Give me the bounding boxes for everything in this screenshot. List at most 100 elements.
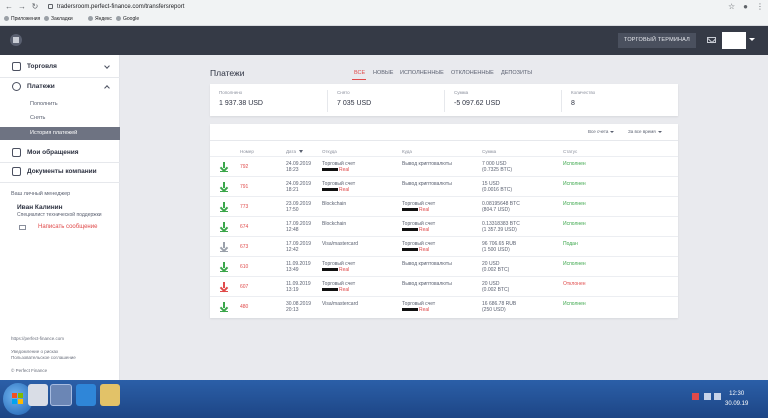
amount-converted: (0.0016 BTC)	[482, 187, 513, 193]
app-header: ТОРГОВЫЙ ТЕРМИНАЛ	[0, 26, 768, 55]
summary-label: Снято	[337, 90, 350, 95]
column-header-number[interactable]: Номер	[240, 149, 254, 154]
sidebar-item-label: Торговля	[27, 63, 57, 70]
period-filter[interactable]: За все время	[628, 129, 662, 134]
star-icon[interactable]: ☆	[727, 2, 736, 11]
forward-icon[interactable]: →	[18, 2, 26, 11]
mail-icon[interactable]	[707, 37, 716, 43]
bookmark-apps[interactable]: Приложения	[4, 16, 40, 23]
status-badge: Отклонен	[563, 281, 586, 287]
table-row[interactable]: 610 11.09.2019 13:49 Торговый счет Real Вывод…	[210, 256, 678, 276]
column-header-date[interactable]: Дата	[286, 149, 303, 154]
skype-app-icon[interactable]	[76, 384, 96, 406]
sidebar-sub-history[interactable]: История платежей	[0, 127, 120, 140]
tab-completed[interactable]: ИСПОЛНЕННЫЕ	[400, 70, 444, 76]
reload-icon[interactable]: ↻	[31, 2, 39, 11]
sidebar-item-trade[interactable]: Торговля	[0, 57, 120, 77]
sidebar-item-requests[interactable]: Мои обращения	[0, 143, 120, 163]
footer-terms-link[interactable]: Пользовательское соглашение	[11, 355, 76, 360]
amount-converted: (1 357.39 USD)	[482, 227, 517, 233]
sidebar-sub-withdraw[interactable]: Снять	[30, 115, 46, 121]
time-text: 12:48	[286, 227, 299, 233]
to-text: Вывод криптовалюты	[402, 181, 452, 187]
bookmark-zakladki[interactable]: Закладки	[44, 16, 73, 23]
back-icon[interactable]: ←	[5, 2, 13, 11]
account-type: Real	[419, 227, 430, 233]
time-text: 17:50	[286, 207, 299, 213]
payment-to: Вывод криптовалюты	[402, 181, 452, 187]
column-header-to[interactable]: Куда	[402, 149, 412, 154]
tab-rejected[interactable]: ОТКЛОНЕННЫЕ	[451, 70, 494, 76]
table-row[interactable]: 791 24.09.2019 18:21 Торговый счет Real Вывод…	[210, 176, 678, 196]
upload-icon	[220, 262, 228, 272]
table-row[interactable]: 480 30.08.2019 20:13 Visa/mastercard Торговы…	[210, 296, 678, 316]
more-icon[interactable]: ⋮	[756, 2, 764, 11]
bookmark-yandex[interactable]: Яндекс	[88, 16, 112, 23]
payment-number[interactable]: 674	[240, 224, 249, 230]
summary-deposited: Пополнено 1 937.38 USD	[210, 90, 263, 112]
address-bar[interactable]: tradersroom.perfect-finance.com/transfer…	[48, 2, 184, 12]
chrome-app-icon[interactable]	[50, 384, 72, 406]
tab-new[interactable]: НОВЫЕ	[373, 70, 394, 76]
payment-number[interactable]: 791	[240, 184, 249, 190]
table-row[interactable]: 773 23.09.2019 17:50 Blockchain Торговый сче…	[210, 196, 678, 216]
sidebar-sub-deposit[interactable]: Пополнить	[30, 101, 58, 107]
manager-name: Иван Калинин	[17, 204, 63, 211]
time-text: 12:42	[286, 247, 299, 253]
sidebar-item-payments[interactable]: Платежи	[0, 77, 120, 97]
payment-number[interactable]: 607	[240, 284, 249, 290]
masked-account	[402, 248, 418, 252]
payment-number[interactable]: 673	[240, 244, 249, 250]
tray-app-icon[interactable]	[692, 393, 699, 400]
chevron-down-icon[interactable]	[749, 38, 755, 41]
sidebar-item-label: Мои обращения	[27, 149, 79, 156]
footer-risk-link[interactable]: Уведомление о рисках	[11, 349, 59, 354]
write-message-link[interactable]: Написать сообщение	[38, 224, 98, 230]
amount-text: 20 USD	[482, 281, 500, 287]
payment-to: Торговый счет Real	[402, 221, 435, 233]
payment-number[interactable]: 773	[240, 204, 249, 210]
calendar-app-icon[interactable]	[28, 384, 48, 406]
column-header-amount[interactable]: Сумма	[482, 149, 497, 154]
summary-label: Пополнено	[219, 90, 243, 95]
payment-to: Торговый счет Real	[402, 301, 435, 313]
network-icon[interactable]	[704, 393, 711, 400]
sidebar: Торговля Платежи Пополнить Снять История…	[0, 55, 120, 380]
column-header-status[interactable]: Статус	[563, 149, 578, 154]
amount-converted: (0.002 BTC)	[482, 267, 510, 273]
amount-converted: (250 USD)	[482, 307, 506, 313]
masked-account	[322, 268, 338, 272]
accounts-filter[interactable]: Все счета	[588, 129, 615, 134]
payment-number[interactable]: 792	[240, 164, 249, 170]
sidebar-item-documents[interactable]: Документы компании	[0, 162, 120, 182]
payment-amount: 16 686.78 RUB (250 USD)	[482, 301, 516, 313]
menu-icon[interactable]	[10, 34, 22, 46]
system-clock[interactable]: 12:30 30.09.19	[725, 389, 748, 409]
profile-icon[interactable]: ●	[743, 2, 748, 11]
status-badge: Исполнен	[563, 161, 586, 167]
divider	[0, 182, 120, 183]
bookmark-label: Приложения	[11, 16, 41, 22]
user-menu[interactable]	[722, 32, 746, 49]
bookmark-google[interactable]: Google	[116, 16, 139, 23]
folder-app-icon[interactable]	[100, 384, 120, 406]
sidebar-item-label: Платежи	[27, 83, 55, 90]
from-text: Blockchain	[322, 221, 347, 227]
trading-terminal-button[interactable]: ТОРГОВЫЙ ТЕРМИНАЛ	[618, 33, 696, 48]
table-row[interactable]: 792 24.09.2019 18:23 Торговый счет Real Вывод…	[210, 156, 678, 176]
table-row[interactable]: 674 17.09.2019 12:48 Blockchain Торговый сче…	[210, 216, 678, 236]
column-header-from[interactable]: Откуда	[322, 149, 337, 154]
status-badge: Исполнен	[563, 181, 586, 187]
table-row[interactable]: 673 17.09.2019 12:42 Visa/mastercard Торговы…	[210, 236, 678, 256]
filter-label: Все счета	[588, 129, 609, 134]
tab-all[interactable]: ВСЕ	[354, 70, 366, 76]
payment-number[interactable]: 480	[240, 304, 249, 310]
browser-chrome: ← → ↻ tradersroom.perfect-finance.com/tr…	[0, 0, 768, 26]
payment-number[interactable]: 610	[240, 264, 249, 270]
footer-site-link[interactable]: https://perfect-finance.com	[11, 336, 65, 341]
volume-icon[interactable]	[714, 393, 721, 400]
filter-label: За все время	[628, 129, 656, 134]
table-row[interactable]: 607 11.09.2019 13:19 Торговый счет Real Вывод…	[210, 276, 678, 296]
payment-to: Вывод криптовалюты	[402, 281, 452, 287]
tab-deposits[interactable]: ДЕПОЗИТЫ	[501, 70, 533, 76]
